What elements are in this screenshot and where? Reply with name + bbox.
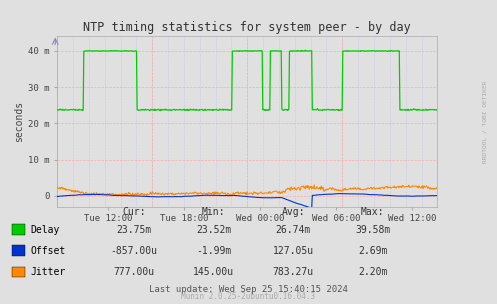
Text: 23.52m: 23.52m [196, 225, 231, 234]
Text: Jitter: Jitter [31, 267, 66, 277]
Text: -857.00u: -857.00u [111, 246, 158, 256]
Text: RRDTOOL / TOBI OETIKER: RRDTOOL / TOBI OETIKER [482, 80, 487, 163]
Text: Delay: Delay [31, 225, 60, 234]
Text: 23.75m: 23.75m [117, 225, 152, 234]
Text: 26.74m: 26.74m [276, 225, 311, 234]
Text: 2.69m: 2.69m [358, 246, 388, 256]
Text: Cur:: Cur: [122, 207, 146, 217]
Text: Munin 2.0.25-2ubuntu0.16.04.3: Munin 2.0.25-2ubuntu0.16.04.3 [181, 292, 316, 301]
Title: NTP timing statistics for system peer - by day: NTP timing statistics for system peer - … [83, 21, 411, 34]
Text: 2.20m: 2.20m [358, 267, 388, 277]
Text: Offset: Offset [31, 246, 66, 256]
Text: 127.05u: 127.05u [273, 246, 314, 256]
Text: 39.58m: 39.58m [355, 225, 390, 234]
Text: Last update: Wed Sep 25 15:40:15 2024: Last update: Wed Sep 25 15:40:15 2024 [149, 285, 348, 294]
Text: Min:: Min: [202, 207, 226, 217]
Text: Avg:: Avg: [281, 207, 305, 217]
Text: 783.27u: 783.27u [273, 267, 314, 277]
Text: 145.00u: 145.00u [193, 267, 234, 277]
Y-axis label: seconds: seconds [14, 101, 24, 142]
Text: 777.00u: 777.00u [114, 267, 155, 277]
Text: Max:: Max: [361, 207, 385, 217]
Text: -1.99m: -1.99m [196, 246, 231, 256]
